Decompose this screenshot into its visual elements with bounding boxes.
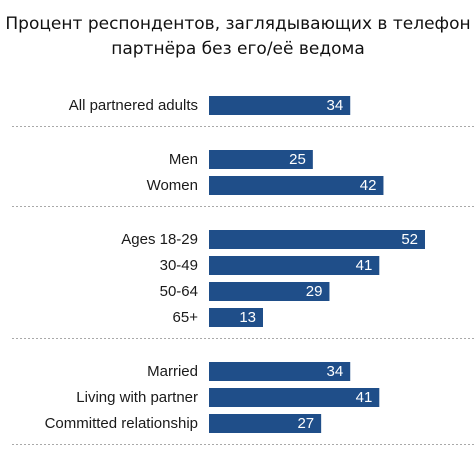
bar — [209, 256, 380, 275]
bar — [209, 176, 384, 195]
data-label: 41 — [356, 389, 373, 406]
category-label: All partnered adults — [69, 97, 198, 114]
data-label: 42 — [360, 177, 377, 194]
category-label: 65+ — [173, 309, 199, 326]
category-label: Women — [147, 177, 198, 194]
category-label: Ages 18-29 — [121, 231, 198, 248]
data-label: 25 — [289, 151, 306, 168]
data-label: 52 — [401, 231, 418, 248]
category-label: 30-49 — [160, 257, 198, 274]
category-label: Men — [169, 151, 198, 168]
bar — [209, 230, 425, 249]
category-label: Married — [147, 363, 198, 380]
data-label: 13 — [239, 309, 256, 326]
bar — [209, 96, 351, 115]
chart-title: Процент респондентов, заглядывающих в те… — [5, 14, 471, 59]
bar — [209, 414, 322, 433]
data-label: 34 — [327, 97, 344, 114]
bar — [209, 150, 313, 169]
data-label: 27 — [297, 415, 314, 432]
data-label: 29 — [306, 283, 323, 300]
data-label: 34 — [327, 363, 344, 380]
category-label: Committed relationship — [45, 415, 198, 432]
data-label: 41 — [356, 257, 373, 274]
bar — [209, 388, 380, 407]
category-label: Living with partner — [76, 389, 198, 406]
bar — [209, 362, 351, 381]
bar — [209, 308, 263, 327]
bar — [209, 282, 330, 301]
category-label: 50-64 — [160, 283, 198, 300]
